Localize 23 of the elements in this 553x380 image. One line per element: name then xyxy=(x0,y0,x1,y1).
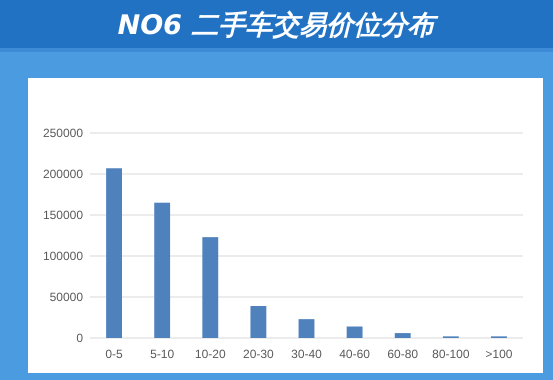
y-tick-label: 150000 xyxy=(42,208,84,222)
x-tick-label: 20-30 xyxy=(243,347,274,361)
x-tick-label: 80-100 xyxy=(432,347,470,361)
bar xyxy=(154,202,170,338)
x-tick-label: >100 xyxy=(485,347,513,361)
y-tick-label: 50000 xyxy=(50,290,84,304)
y-tick-label: 0 xyxy=(76,331,84,345)
chart-title: NO6 二手车交易价位分布 xyxy=(118,10,438,41)
bar xyxy=(298,319,314,338)
bar xyxy=(202,237,218,338)
x-tick-label: 10-20 xyxy=(194,347,226,361)
x-tick-label: 5-10 xyxy=(150,347,174,361)
y-tick-label: 100000 xyxy=(42,249,84,263)
y-tick-label: 250000 xyxy=(42,126,84,140)
x-tick-label: 60-80 xyxy=(387,347,418,361)
x-tick-label: 30-40 xyxy=(291,347,322,361)
bar xyxy=(394,333,411,338)
x-tick-label: 40-60 xyxy=(339,347,370,361)
bar xyxy=(106,168,122,338)
bar xyxy=(346,326,363,338)
y-tick-label: 200000 xyxy=(42,167,84,181)
bar xyxy=(250,306,266,338)
x-tick-label: 0-5 xyxy=(105,347,124,361)
